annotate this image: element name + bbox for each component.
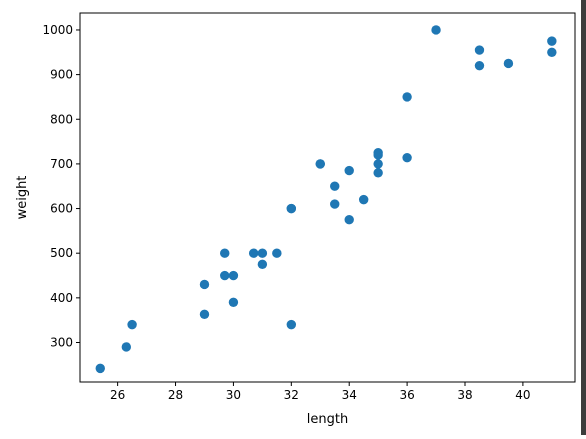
data-point [121,342,132,352]
data-point [257,248,268,258]
data-point [220,270,230,281]
axis-ticks: 26 28 30 32 34 36 38 40 300 400 500 600 700 800 900 100… [42,23,530,402]
data-point [358,194,369,205]
y-tick-label: 400 [50,291,73,305]
data-point [330,199,340,209]
y-tick-label: 700 [50,157,73,171]
y-tick-label: 600 [50,202,73,216]
data-point [344,165,354,176]
data-point [228,297,239,308]
y-axis-label: weight [15,176,30,220]
data-point [199,309,210,320]
y-tick-label: 900 [50,68,73,82]
data-point [474,45,485,55]
window-edge [581,0,586,435]
x-tick-label: 38 [457,388,472,402]
data-point [315,159,325,169]
scatter-points [95,25,557,374]
plot-background [80,13,575,382]
x-tick-label: 30 [226,388,241,402]
x-tick-label: 32 [284,388,299,402]
data-point [474,60,485,71]
plot-area-frame [79,12,576,383]
data-point [330,181,340,191]
data-point [547,36,557,46]
x-axis-label: length [307,412,348,427]
data-point [199,279,210,290]
data-point [503,58,514,69]
data-point [220,248,230,258]
data-point [248,248,259,258]
data-point [286,319,297,330]
y-tick-label: 500 [50,246,73,260]
data-point [228,270,239,281]
data-point [373,150,383,160]
data-point [127,319,137,330]
data-point [373,168,383,178]
data-point [547,47,557,57]
data-point [402,152,412,163]
data-point [272,248,282,258]
data-point [95,363,105,374]
data-point [286,203,297,214]
y-tick-label: 1000 [42,23,73,37]
data-point [431,25,441,35]
x-tick-label: 26 [110,388,125,402]
x-tick-label: 40 [515,388,530,402]
data-point [402,92,412,102]
y-tick-label: 300 [50,335,73,349]
data-point [344,215,354,225]
data-point [257,259,268,270]
x-tick-label: 28 [168,388,183,402]
y-tick-label: 800 [50,112,73,126]
x-tick-label: 34 [342,388,357,402]
data-point [373,159,383,169]
x-tick-label: 36 [399,388,414,402]
